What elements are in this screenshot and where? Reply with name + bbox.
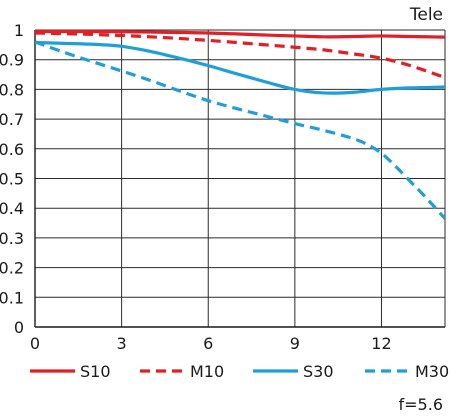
- chart-title: Tele: [409, 5, 443, 25]
- tick-labels: 0 0.1 0.2 0.3 0.4 0.5 0.6 0.7 0.8 0.9 1 0 3 6 9 12: [0, 21, 392, 353]
- y-tick-label: 0.2: [0, 259, 24, 278]
- series-line-m30: [35, 40, 445, 220]
- y-tick-label: 0.1: [0, 288, 24, 307]
- y-tick-label: 0.5: [0, 170, 24, 189]
- y-tick-label: 0.7: [0, 110, 24, 129]
- legend-label-m10: M10: [190, 362, 224, 381]
- legend-label-s30: S30: [303, 362, 334, 381]
- y-tick-label: 0.8: [0, 80, 24, 99]
- y-tick-label: 0.4: [0, 199, 24, 218]
- y-tick-label: 0.6: [0, 140, 24, 159]
- x-tick-label: 0: [30, 334, 40, 353]
- legend-label-s10: S10: [80, 362, 111, 381]
- legend-label-m30: M30: [415, 362, 449, 381]
- aperture-note: f=5.6: [399, 395, 443, 414]
- legend: S10 M10 S30 M30: [30, 362, 449, 381]
- x-tick-label: 3: [117, 334, 127, 353]
- series-lines: [35, 29, 445, 220]
- y-tick-label: 1: [14, 21, 24, 40]
- series-line-s30: [35, 40, 445, 95]
- series-line-m10: [35, 31, 445, 80]
- y-tick-label: 0.9: [0, 51, 24, 70]
- x-tick-label: 9: [290, 334, 300, 353]
- series-line-s10: [35, 29, 445, 39]
- x-tick-label: 6: [203, 334, 213, 353]
- y-tick-label: 0: [14, 318, 24, 337]
- x-tick-label: 12: [371, 334, 391, 353]
- y-tick-label: 0.3: [0, 229, 24, 248]
